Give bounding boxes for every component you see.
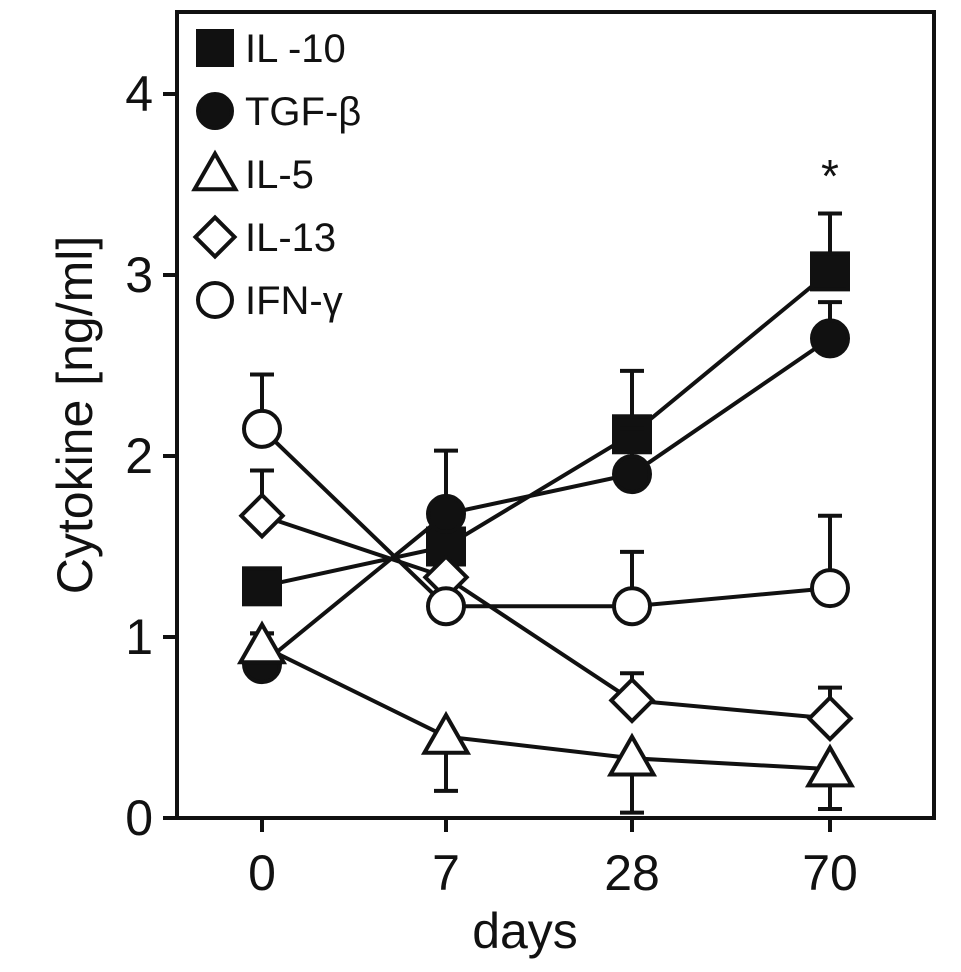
legend-item: IL -10 xyxy=(196,27,346,71)
legend-label: IL-13 xyxy=(245,216,336,260)
x-tick-label: 28 xyxy=(604,845,660,901)
y-tick-label: 0 xyxy=(125,790,153,846)
series-line xyxy=(260,336,832,666)
series-line xyxy=(261,644,831,772)
series-3 xyxy=(238,468,854,742)
data-point xyxy=(426,586,466,627)
series-2 xyxy=(236,620,856,815)
x-tick-label: 7 xyxy=(432,845,460,901)
data-point xyxy=(810,568,850,609)
data-point xyxy=(236,620,288,665)
plot-frame xyxy=(175,10,936,820)
series-4 xyxy=(242,372,850,627)
y-tick-label: 3 xyxy=(125,247,153,303)
data-point xyxy=(608,676,656,724)
data-point xyxy=(238,492,286,540)
legend-marker xyxy=(196,281,234,319)
y-tick-label: 2 xyxy=(125,428,153,484)
data-point xyxy=(806,694,854,742)
data-point xyxy=(606,732,658,777)
y-axis-title: Cytokine [ng/ml] xyxy=(47,236,103,594)
legend-label: TGF-β xyxy=(245,90,361,134)
x-axis: 0 7 28 70 xyxy=(248,818,858,901)
data-point xyxy=(810,318,850,359)
legend: IL -10 TGF-β IL-5 IL-13 IFN-γ xyxy=(191,27,361,323)
series-1 xyxy=(242,300,850,685)
legend-label: IFN-γ xyxy=(245,279,343,323)
series-layer xyxy=(236,211,856,815)
data-point xyxy=(420,710,472,755)
data-point xyxy=(810,251,850,292)
legend-marker xyxy=(191,149,239,192)
data-point xyxy=(612,454,652,495)
y-tick-label: 1 xyxy=(125,609,153,665)
legend-item: TGF-β xyxy=(196,90,361,134)
series-0 xyxy=(242,211,850,607)
series-line xyxy=(261,269,832,589)
legend-label: IL-5 xyxy=(245,153,314,197)
legend-label: IL -10 xyxy=(245,27,346,71)
series-line xyxy=(260,427,831,609)
x-axis-title: days xyxy=(472,903,578,959)
data-point xyxy=(612,586,652,627)
significance-marker: * xyxy=(821,150,839,202)
legend-marker xyxy=(196,92,234,130)
legend-marker xyxy=(196,29,234,67)
legend-item: IL-5 xyxy=(191,149,314,197)
data-point xyxy=(242,566,282,607)
data-point xyxy=(804,743,856,788)
series-line xyxy=(261,513,831,721)
y-axis: 0 1 2 3 4 xyxy=(125,66,177,846)
y-tick-label: 4 xyxy=(125,66,153,122)
legend-marker xyxy=(192,214,238,260)
data-point xyxy=(426,493,466,534)
annotations: * xyxy=(821,150,839,202)
legend-item: IFN-γ xyxy=(196,279,343,323)
data-point xyxy=(242,408,282,449)
x-tick-label: 0 xyxy=(248,845,276,901)
x-tick-label: 70 xyxy=(802,845,858,901)
legend-item: IL-13 xyxy=(192,214,336,260)
